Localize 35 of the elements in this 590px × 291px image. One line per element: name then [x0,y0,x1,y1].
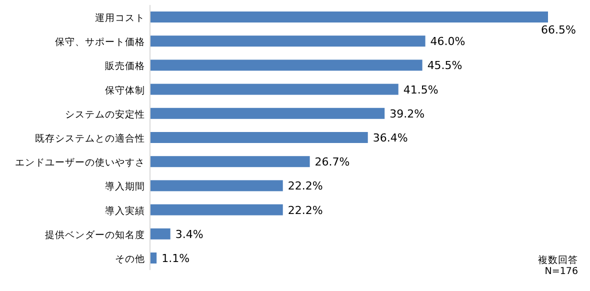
data-label: 22.2% [288,204,323,217]
bar [150,228,170,240]
y-tick-label: 販売価格 [105,60,145,72]
y-tick-label: 提供ベンダーの知名度 [45,228,145,241]
data-label: 39.2% [390,107,425,120]
data-label: 26.7% [314,156,350,169]
data-label: 3.4% [175,228,204,241]
data-label: 46.0% [430,35,466,48]
y-tick-label: 運用コスト [95,12,145,24]
annotation: 複数回答 [538,254,578,266]
bar [150,132,368,143]
y-tick-label: 保守、サポート価格 [55,36,145,48]
data-label: 41.5% [403,83,438,96]
bar [150,180,283,192]
bar [150,204,283,216]
bar [150,60,422,71]
bar [150,84,398,95]
bar [150,156,310,168]
data-label: 36.4% [372,132,408,144]
y-tick-label: その他 [115,253,145,265]
data-label: 66.5% [541,24,576,36]
y-tick-label: システムの安定性 [65,108,145,120]
data-label: 1.1% [162,252,190,265]
y-tick-label: 保守体制 [105,84,145,96]
y-tick-label: 導入実績 [105,204,145,217]
bar [150,252,157,264]
bar [150,12,548,22]
bar [150,108,385,119]
bar [150,36,426,47]
y-tick-label: 導入期間 [105,180,145,193]
data-label: 22.2% [288,180,323,193]
y-tick-label: エンドユーザーの使いやすさ [15,158,145,169]
annotation: N=176 [544,266,578,277]
data-label: 45.5% [427,59,462,72]
y-tick-label: 既存システムとの適合性 [35,132,145,144]
